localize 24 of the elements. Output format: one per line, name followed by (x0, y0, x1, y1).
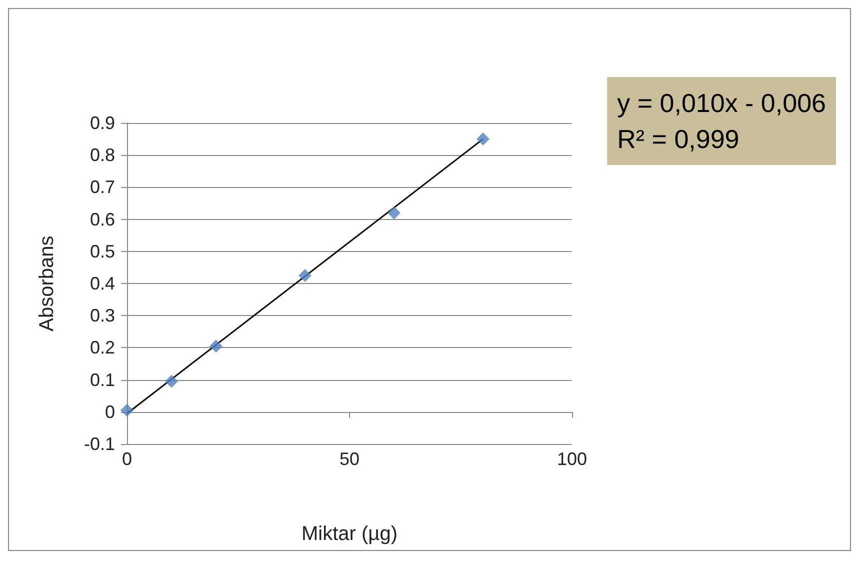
x-tick-label: 50 (339, 449, 360, 469)
y-tick-label: 0.2 (90, 338, 115, 358)
y-tick-label: 0 (104, 402, 115, 422)
y-tick-label: 0.1 (90, 370, 115, 390)
y-tick-label: -0.1 (84, 434, 115, 454)
point (165, 374, 178, 388)
y-axis-title: Absorbans (36, 236, 58, 332)
y-tick-label: 0.3 (90, 306, 115, 326)
x-axis-title: Miktar (µg) (302, 523, 398, 545)
point (210, 340, 222, 353)
text: R² = 0,999 (617, 124, 740, 154)
x-tick-label: 100 (556, 449, 588, 469)
point (476, 132, 490, 146)
x-tick-label: 0 (122, 449, 132, 469)
y-tick-label: 0.8 (90, 145, 115, 166)
y-tick-label: 0.5 (90, 241, 115, 262)
point (298, 268, 312, 282)
y-tick-label: 0.4 (90, 274, 115, 294)
y-tick-label: 0.7 (90, 177, 115, 198)
point (120, 404, 134, 417)
y-tick-label: 0.6 (90, 209, 115, 230)
y-tick-label: 0.9 (90, 113, 115, 133)
point (388, 206, 400, 220)
text: y = 0,010x - 0,006 (617, 88, 826, 118)
